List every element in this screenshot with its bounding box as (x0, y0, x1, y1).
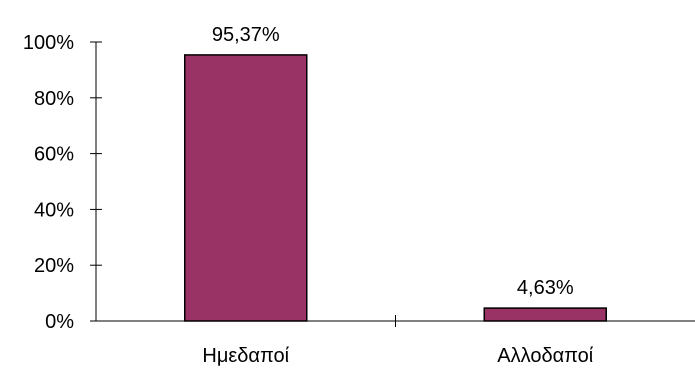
y-tick-label: 40% (34, 199, 74, 221)
chart-bars (184, 54, 607, 322)
data-label: 95,37% (212, 24, 280, 46)
y-tick-label: 60% (34, 144, 74, 166)
y-tick-label: 80% (34, 88, 74, 110)
bar-1 (184, 54, 308, 322)
x-category-label: Ημεδαποί (202, 345, 289, 367)
chart-labels: 0% 20% 40% 60% 80% 100% 95,37% Ημεδαποί 4,63% Αλλ… (23, 24, 594, 367)
bar-2 (483, 307, 607, 322)
chart-axes (90, 41, 695, 327)
x-category-label: Αλλοδαποί (497, 345, 593, 367)
y-tick-label: 0% (45, 311, 74, 333)
y-tick-label: 20% (34, 255, 74, 277)
data-label: 4,63% (517, 277, 574, 299)
y-tick-label: 100% (23, 32, 74, 54)
